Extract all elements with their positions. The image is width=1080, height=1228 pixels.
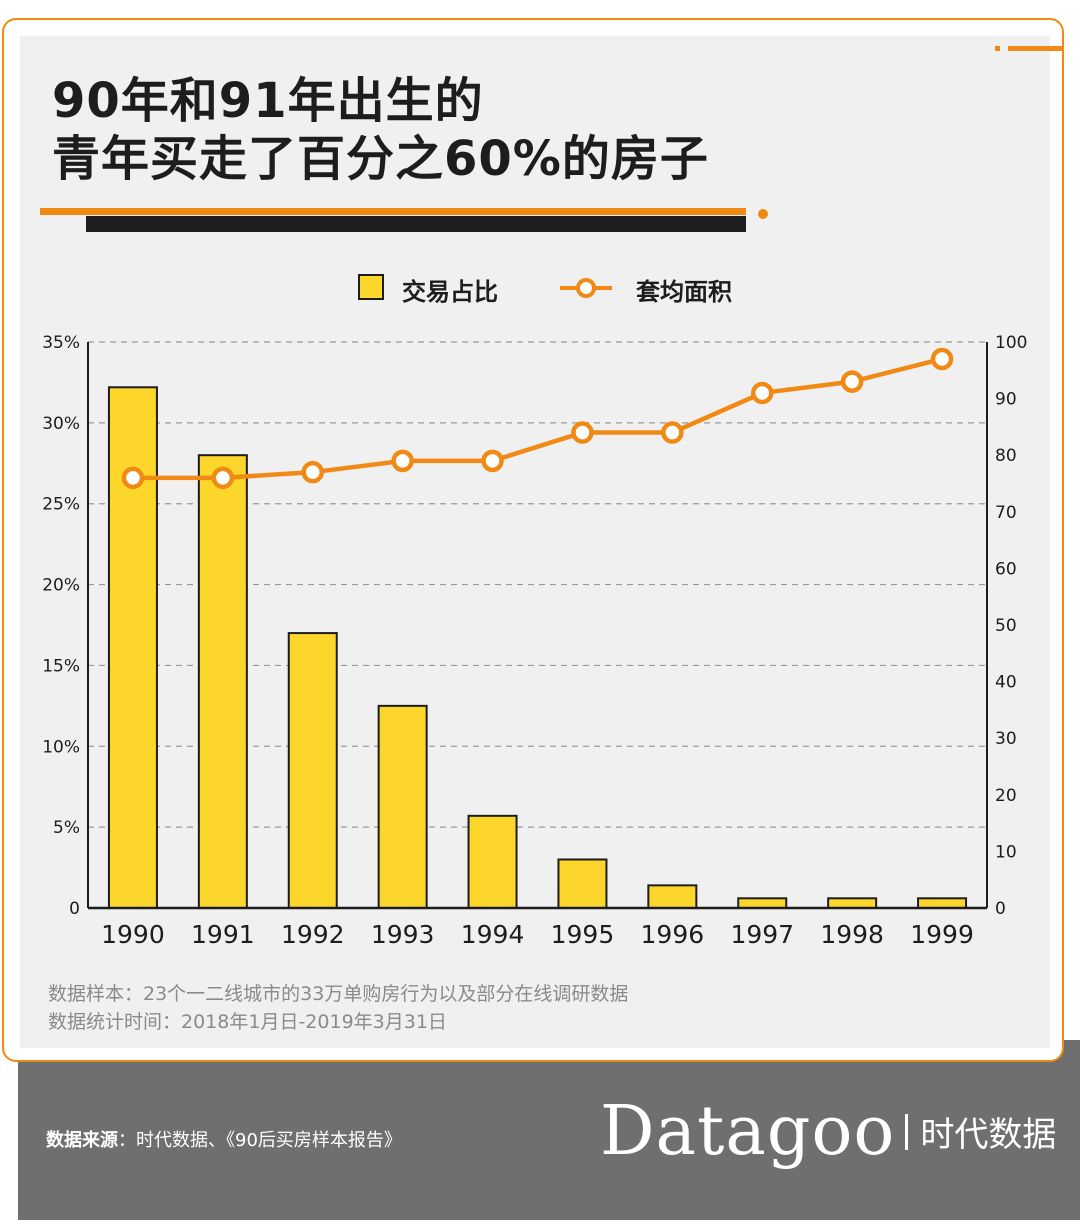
y-right-tick-label: 60 bbox=[995, 559, 1017, 579]
bar bbox=[467, 814, 518, 910]
title-line-1: 90年和91年出生的 bbox=[52, 73, 484, 129]
y-right-tick-label: 30 bbox=[995, 729, 1017, 749]
line-series bbox=[132, 356, 943, 481]
y-left-tick-label: 25% bbox=[42, 495, 80, 515]
legend: 交易占比 套均面积 bbox=[0, 268, 1080, 308]
line-point bbox=[571, 421, 594, 444]
chart-panel bbox=[20, 36, 1050, 1048]
y-right-tick-label: 50 bbox=[995, 616, 1017, 636]
bar bbox=[917, 897, 968, 909]
line-point bbox=[661, 421, 684, 444]
source-label: 数据来源 bbox=[46, 1130, 118, 1151]
y-left-tick-label: 20% bbox=[42, 576, 80, 596]
brand-name: Datagoo bbox=[600, 1092, 896, 1171]
brand-logo: Datagoo 时代数据 bbox=[600, 1092, 1056, 1171]
y-right-tick-label: 70 bbox=[995, 503, 1017, 523]
x-tick-label: 1990 bbox=[101, 920, 165, 949]
y-right-tick-label: 40 bbox=[995, 673, 1017, 693]
y-left-tick-label: 0 bbox=[69, 899, 80, 919]
x-tick-label: 1998 bbox=[820, 920, 884, 949]
y-left-tick-label: 30% bbox=[42, 414, 80, 434]
line-point bbox=[121, 466, 145, 490]
bar bbox=[107, 386, 158, 909]
footer-band bbox=[18, 1040, 1080, 1220]
y-right-tick-label: 20 bbox=[995, 786, 1017, 806]
bar bbox=[197, 454, 248, 909]
y-left-tick-label: 35% bbox=[42, 333, 80, 353]
data-notes: 数据样本：23个一二线城市的33万单购房行为以及部分在线调研数据 数据统计时间：… bbox=[48, 980, 628, 1036]
title-line-2: 青年买走了百分之60%的房子 bbox=[52, 131, 709, 187]
bar bbox=[827, 897, 878, 909]
line-point bbox=[391, 449, 414, 473]
y-right-tick-label: 90 bbox=[995, 390, 1017, 410]
line-point bbox=[481, 449, 504, 473]
source-line: 数据来源：时代数据、《90后买房样本报告》 bbox=[46, 1126, 402, 1152]
x-tick-label: 1997 bbox=[730, 920, 794, 949]
y-right-tick-label: 100 bbox=[995, 333, 1027, 353]
x-tick-label: 1992 bbox=[281, 920, 345, 949]
x-tick-label: 1991 bbox=[191, 920, 255, 949]
y-left-tick-label: 5% bbox=[53, 818, 80, 838]
bar bbox=[287, 632, 338, 909]
bar bbox=[557, 858, 608, 910]
line-point bbox=[211, 466, 235, 490]
x-tick-label: 1995 bbox=[551, 920, 615, 949]
note-period: 数据统计时间：2018年1月日-2019年3月31日 bbox=[48, 1011, 447, 1033]
y-right-tick-label: 80 bbox=[995, 446, 1017, 466]
line-point bbox=[930, 347, 954, 371]
line-point bbox=[301, 460, 324, 484]
x-tick-label: 1993 bbox=[371, 920, 435, 949]
brand-separator bbox=[905, 1113, 909, 1150]
legend-bar-swatch bbox=[358, 274, 384, 300]
line-point bbox=[751, 381, 774, 405]
x-tick-label: 1994 bbox=[461, 920, 525, 949]
title-underline-orange bbox=[40, 208, 746, 215]
y-right-tick-label: 10 bbox=[995, 842, 1017, 862]
y-left-tick-label: 10% bbox=[42, 737, 80, 757]
title-underline-dark bbox=[86, 216, 746, 232]
legend-line-marker bbox=[560, 278, 612, 298]
x-tick-label: 1999 bbox=[910, 920, 974, 949]
corner-accent-dot bbox=[995, 46, 1000, 51]
title-accent-dot bbox=[758, 209, 768, 219]
source-text: ：时代数据、《90后买房样本报告》 bbox=[118, 1130, 402, 1151]
legend-bar-label: 交易占比 bbox=[402, 278, 498, 306]
bar bbox=[737, 897, 788, 909]
legend-line-label: 套均面积 bbox=[636, 278, 732, 306]
y-right-tick-label: 0 bbox=[995, 899, 1006, 919]
bar bbox=[647, 884, 698, 909]
y-left-tick-label: 15% bbox=[42, 656, 80, 676]
page-title: 90年和91年出生的 青年买走了百分之60%的房子 bbox=[52, 72, 709, 188]
note-sample: 数据样本：23个一二线城市的33万单购房行为以及部分在线调研数据 bbox=[48, 983, 629, 1005]
bar bbox=[377, 704, 428, 909]
x-tick-label: 1996 bbox=[641, 920, 705, 949]
line-point bbox=[840, 370, 864, 393]
corner-accent-line bbox=[1008, 46, 1064, 51]
brand-cn: 时代数据 bbox=[920, 1115, 1057, 1155]
